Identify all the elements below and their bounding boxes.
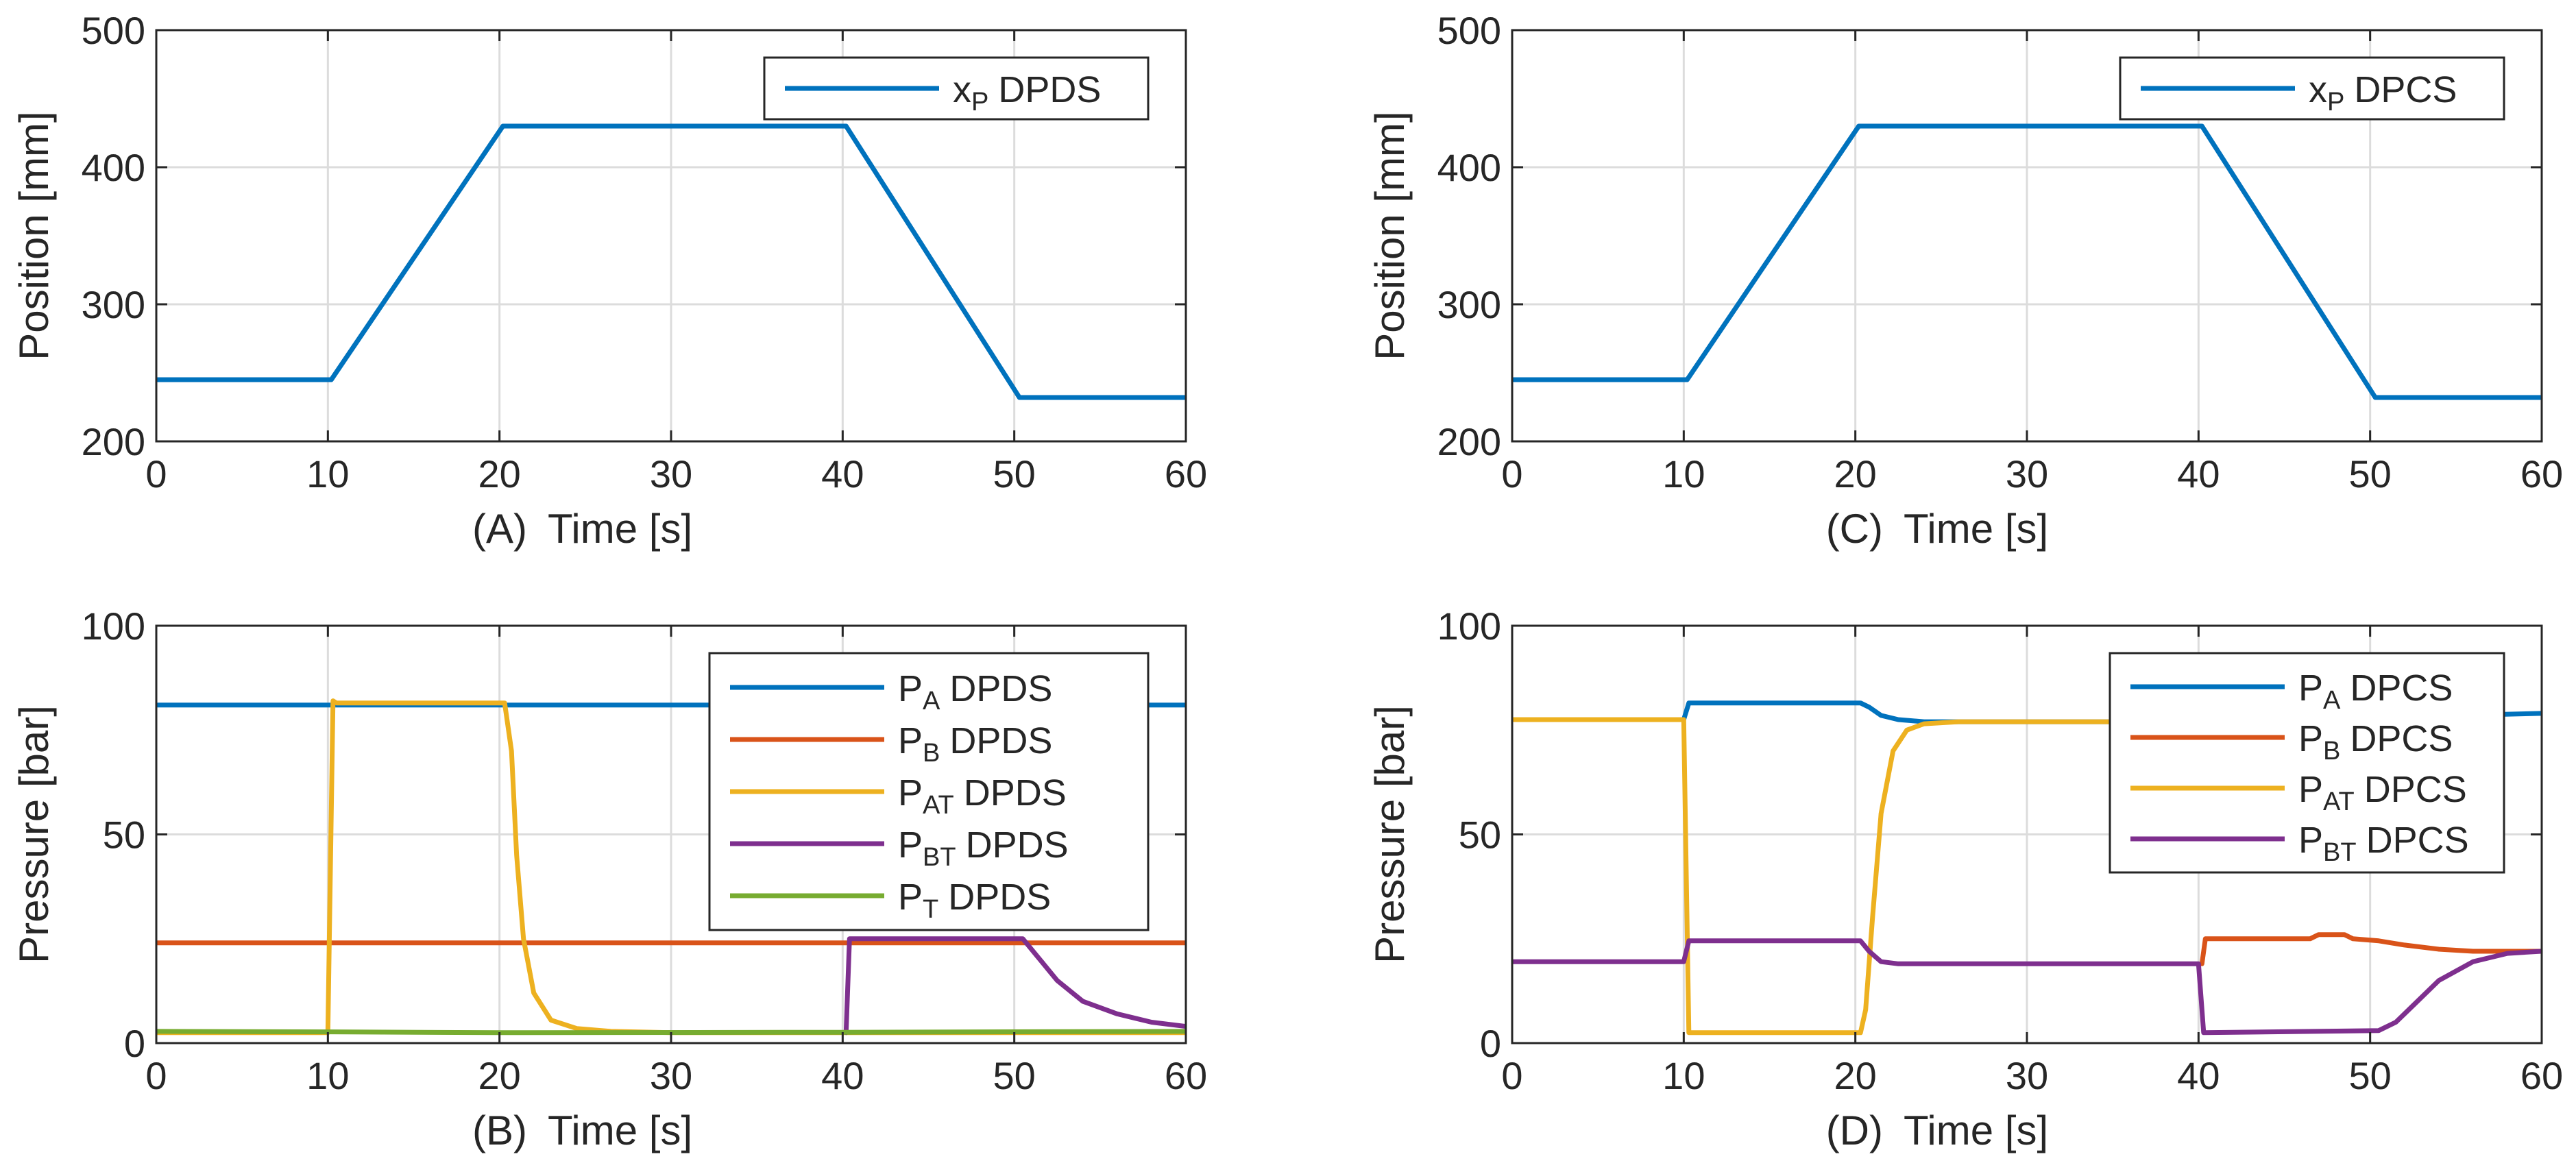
x-tick-label: 60 bbox=[1165, 452, 1207, 496]
x-tick-label: 40 bbox=[821, 1054, 864, 1097]
x-tick-label: 40 bbox=[2177, 1054, 2220, 1097]
x-axis-label: Time [s] bbox=[548, 506, 692, 552]
x-tick-label: 60 bbox=[1165, 1054, 1207, 1097]
x-tick-label: 30 bbox=[650, 1054, 692, 1097]
series-line-p-at-dpcs bbox=[1512, 717, 2201, 1036]
series-group bbox=[156, 123, 1186, 400]
y-tick-label: 400 bbox=[82, 146, 145, 189]
legend-entry: PB DPCS bbox=[2298, 718, 2453, 766]
legend-entry: PBT DPCS bbox=[2298, 820, 2469, 867]
x-tick-label: 0 bbox=[145, 452, 167, 496]
y-tick-label: 300 bbox=[1437, 283, 1501, 326]
x-tick-label: 50 bbox=[993, 1054, 1036, 1097]
x-tick-label: 50 bbox=[993, 452, 1036, 496]
y-tick-label: 200 bbox=[1437, 420, 1501, 463]
legend: xP DPDS bbox=[763, 56, 1150, 121]
legend-entry: PBT DPDS bbox=[898, 824, 1069, 872]
x-tick-label: 20 bbox=[478, 452, 521, 496]
y-axis-label: Pressure [bar] bbox=[1367, 705, 1413, 964]
series-group bbox=[1512, 700, 2542, 1036]
x-tick-label: 40 bbox=[2177, 452, 2220, 496]
y-axis-label: Position [mm] bbox=[1367, 111, 1413, 360]
panel-label: (D) bbox=[1826, 1108, 1883, 1153]
x-tick-label: 60 bbox=[2520, 452, 2563, 496]
series-line-x-p-dpds bbox=[156, 123, 1186, 400]
series-line-p-bt-dpds bbox=[843, 936, 1186, 1036]
x-tick-label: 0 bbox=[145, 1054, 167, 1097]
legend-entry: PA DPDS bbox=[898, 668, 1052, 716]
x-tick-label: 50 bbox=[2349, 452, 2392, 496]
legend-entry: PB DPDS bbox=[898, 720, 1052, 768]
y-tick-label: 400 bbox=[1437, 146, 1501, 189]
legend-entry: PA DPCS bbox=[2298, 668, 2453, 715]
x-tick-label: 30 bbox=[2006, 1054, 2048, 1097]
x-tick-label: 40 bbox=[821, 452, 864, 496]
legend-entry: PT DPDS bbox=[898, 877, 1051, 924]
panel-label: (B) bbox=[472, 1108, 527, 1153]
y-tick-label: 500 bbox=[82, 9, 145, 52]
legend-entry: xP DPCS bbox=[2309, 69, 2457, 117]
series-line-p-bt-dpcs bbox=[1512, 938, 2542, 1036]
x-tick-label: 30 bbox=[2006, 452, 2048, 496]
x-tick-label: 20 bbox=[1834, 452, 1877, 496]
x-tick-label: 0 bbox=[1501, 1054, 1522, 1097]
y-tick-label: 0 bbox=[1480, 1022, 1501, 1065]
series-line-x-p-dpcs bbox=[1512, 123, 2542, 400]
x-tick-label: 0 bbox=[1501, 452, 1522, 496]
chart-panel-d: 0 10 20 30 40 50 60 0 50 100 (D) Time [s] Pressure [… bbox=[1367, 604, 2563, 1153]
x-axis-label: Time [s] bbox=[548, 1108, 692, 1153]
x-tick-label: 10 bbox=[306, 1054, 349, 1097]
legend-box bbox=[2109, 652, 2505, 874]
panel-label: (C) bbox=[1826, 506, 1883, 552]
y-tick-label: 50 bbox=[1459, 814, 1501, 857]
y-axis-label: Pressure [bar] bbox=[11, 705, 57, 964]
x-tick-label: 10 bbox=[1662, 452, 1705, 496]
y-tick-label: 300 bbox=[82, 283, 145, 326]
x-tick-label: 10 bbox=[1662, 1054, 1705, 1097]
series-line-p-b-dpcs bbox=[2199, 932, 2542, 966]
x-tick-label: 10 bbox=[306, 452, 349, 496]
x-tick-label: 50 bbox=[2349, 1054, 2392, 1097]
y-tick-label: 50 bbox=[103, 814, 145, 857]
y-tick-label: 100 bbox=[82, 604, 145, 648]
y-tick-label: 500 bbox=[1437, 9, 1501, 52]
panel-label: (A) bbox=[472, 506, 527, 552]
x-axis-label: Time [s] bbox=[1904, 1108, 2048, 1153]
chart-panel-c: 0 10 20 30 40 50 60 200 300 400 500 (C) Time [s] Posi… bbox=[1367, 9, 2563, 552]
x-tick-label: 20 bbox=[1834, 1054, 1877, 1097]
y-axis-label: Position [mm] bbox=[11, 111, 57, 360]
x-tick-label: 20 bbox=[478, 1054, 521, 1097]
legend-entry: PAT DPDS bbox=[898, 772, 1067, 820]
y-tick-label: 100 bbox=[1437, 604, 1501, 648]
x-axis-label: Time [s] bbox=[1904, 506, 2048, 552]
series-group bbox=[1512, 123, 2542, 400]
y-tick-label: 0 bbox=[124, 1022, 145, 1065]
chart-panel-a: 0 10 20 30 40 50 60 200 300 400 500 (A) Time [s] Posi… bbox=[11, 9, 1207, 552]
x-tick-label: 60 bbox=[2520, 1054, 2563, 1097]
y-tick-label: 200 bbox=[82, 420, 145, 463]
chart-panel-b: 0 10 20 30 40 50 60 0 50 100 (B) Time [s] Pressure [… bbox=[11, 604, 1207, 1153]
legend-entry: PAT DPCS bbox=[2298, 769, 2467, 816]
legend-entry: xP DPDS bbox=[953, 69, 1101, 117]
legend: xP DPCS bbox=[2119, 56, 2505, 121]
x-tick-label: 30 bbox=[650, 452, 692, 496]
